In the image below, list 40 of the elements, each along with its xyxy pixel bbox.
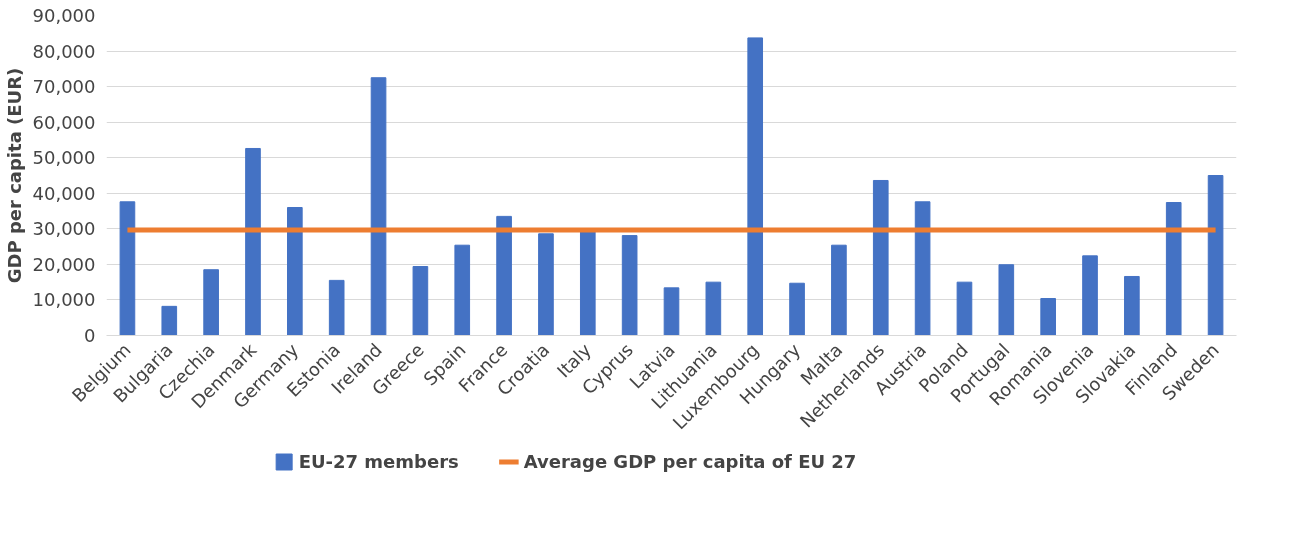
bar: [370, 77, 387, 336]
bar: [1207, 175, 1224, 336]
y-tick-label: 10,000: [32, 289, 96, 311]
y-axis-title: GDP per capita (EUR): [3, 67, 25, 284]
bar: [998, 264, 1015, 336]
bar: [789, 282, 805, 336]
bar: [328, 279, 345, 336]
bar: [831, 244, 847, 336]
bar: [203, 269, 219, 336]
bar: [705, 281, 722, 336]
bar: [914, 201, 931, 336]
y-tick-label: 40,000: [32, 182, 96, 204]
y-tick-label: 20,000: [32, 253, 96, 275]
bar: [579, 230, 596, 336]
bar: [538, 233, 554, 336]
legend-label: Average GDP per capita of EU 27: [523, 450, 857, 472]
bar: [496, 215, 512, 336]
y-tick-label: 90,000: [32, 5, 96, 26]
bar: [412, 266, 429, 336]
y-tick-label: 80,000: [32, 40, 96, 62]
bar: [1124, 275, 1140, 336]
bar: [287, 207, 303, 336]
bar: [245, 147, 261, 336]
bar: [1165, 202, 1182, 336]
bar: [747, 37, 764, 336]
bar: [956, 281, 973, 336]
legend-label: EU-27 members: [298, 450, 459, 472]
y-tick-label: 0: [84, 325, 96, 346]
bar: [1040, 298, 1056, 336]
y-tick-label: 30,000: [32, 218, 96, 240]
bar: [621, 235, 638, 336]
bar: [161, 305, 178, 336]
bar: [119, 201, 136, 336]
y-tick-label: 50,000: [32, 147, 96, 169]
y-tick-label: 60,000: [32, 111, 96, 133]
bar: [1082, 255, 1098, 336]
y-tick-label: 70,000: [32, 76, 96, 98]
bar: [454, 244, 471, 336]
bar: [872, 179, 889, 336]
bar: [663, 287, 680, 336]
